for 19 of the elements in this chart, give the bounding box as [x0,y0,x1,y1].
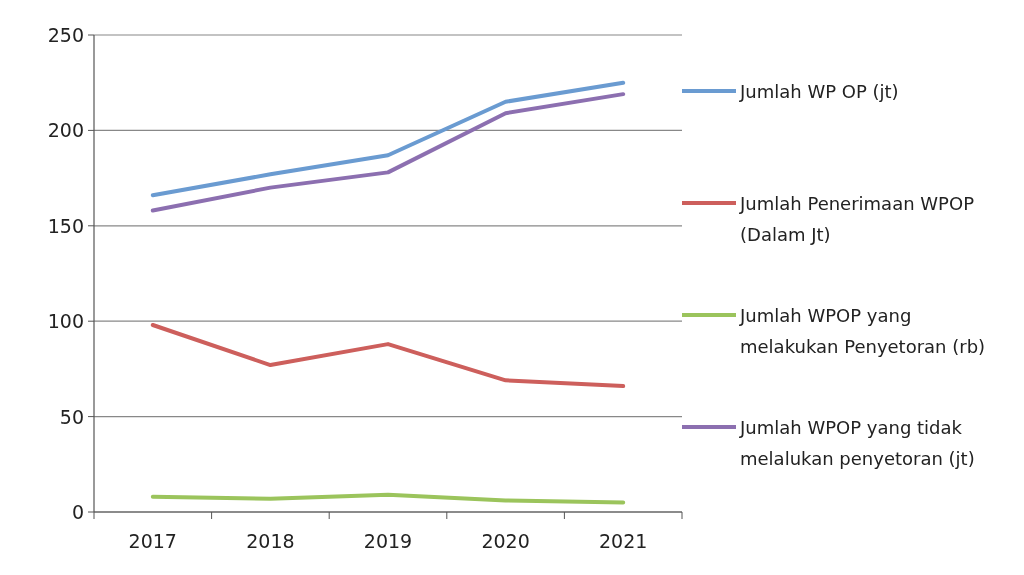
x-tick-label: 2018 [246,530,295,552]
line-series [150,80,626,198]
legend-label: Jumlah WP OP (jt) [739,80,899,102]
y-tick-label: 50 [59,405,84,428]
y-tick-label: 150 [47,214,84,237]
y-tick-label: 0 [71,501,84,523]
y-tick-label: 100 [47,310,84,333]
y-tick-label: 200 [47,119,84,142]
line-series [150,92,626,213]
x-tick-label: 2019 [363,530,413,552]
x-tick-label: 2020 [481,530,530,552]
legend-label: Jumlah WPOP yang tidak melalukan penyetoran (jt) [739,416,975,469]
line-series [150,492,626,505]
x-tick-label: 2021 [599,530,648,552]
line-series [150,323,626,389]
x-tick-label: 2017 [128,530,177,552]
y-tick-label: 250 [47,24,84,46]
legend-label: Jumlah Penerimaan WPOP (Dalam Jt) [739,192,975,245]
legend-label: Jumlah WPOP yang melakukan Penyetoran (rb) [739,304,986,357]
